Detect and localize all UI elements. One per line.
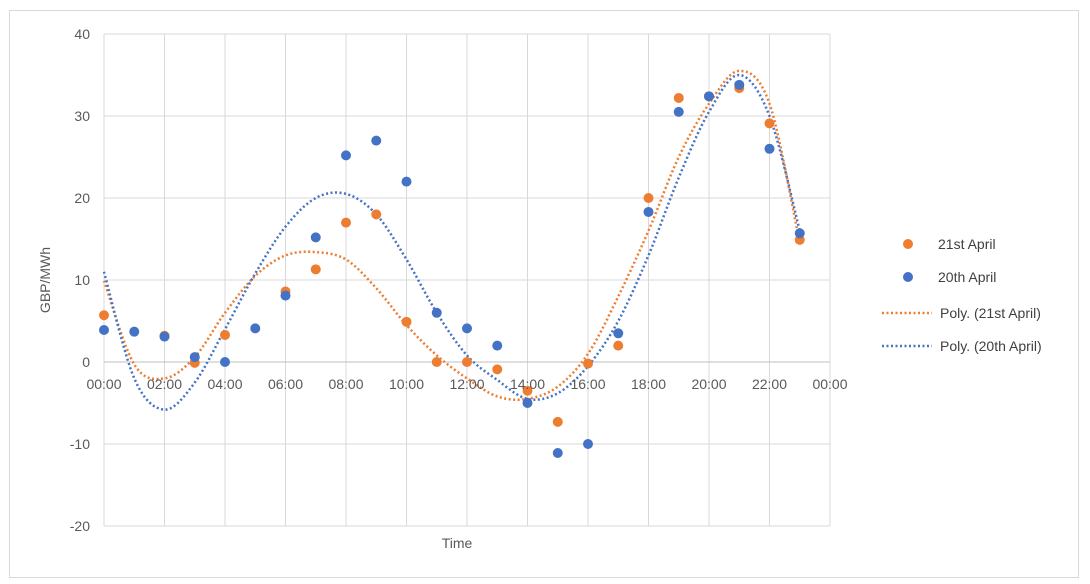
- legend-marker: [903, 239, 913, 249]
- y-tick-label: 0: [82, 354, 90, 370]
- y-tick-label: 20: [74, 190, 90, 206]
- y-tick-labels: -20 -10 0 10 20 30 40: [70, 26, 90, 534]
- x-tick-label: 00:00: [86, 376, 121, 392]
- x-tick-label: 10:00: [389, 376, 424, 392]
- legend-label: 21st April: [938, 236, 996, 252]
- point-series-0: [431, 357, 442, 367]
- point-series-1: [794, 228, 805, 239]
- trendline-series-3: [102, 73, 802, 411]
- point-series-1: [99, 325, 109, 336]
- point-series-1: [220, 357, 230, 367]
- point-series-1: [552, 448, 563, 459]
- y-tick-label: 10: [74, 272, 90, 288]
- x-tick-label: 20:00: [691, 376, 726, 392]
- trendlines: [102, 69, 802, 411]
- point-series-0: [341, 217, 351, 228]
- x-tick-label: 04:00: [207, 376, 242, 392]
- point-series-0: [673, 92, 684, 103]
- y-tick-label: 30: [74, 108, 90, 124]
- point-series-1: [643, 206, 654, 217]
- x-tick-label: 22:00: [752, 376, 787, 392]
- point-series-1: [129, 326, 140, 337]
- point-series-1: [583, 439, 593, 449]
- y-axis-title: GBP/MWh: [37, 247, 53, 313]
- point-series-0: [522, 385, 533, 396]
- point-series-1: [673, 106, 684, 117]
- x-tick-label: 18:00: [631, 376, 666, 392]
- point-series-1: [613, 328, 624, 339]
- point-series-0: [764, 118, 775, 129]
- point-series-1: [734, 79, 745, 90]
- point-series-0: [492, 364, 503, 375]
- point-series-1: [704, 91, 714, 102]
- point-series-0: [613, 340, 624, 351]
- grid-lines: [103, 33, 831, 527]
- x-tick-label: 02:00: [147, 376, 182, 392]
- point-series-0: [643, 193, 654, 203]
- x-tick-label: 00:00: [812, 376, 847, 392]
- point-series-0: [401, 316, 412, 327]
- point-series-1: [341, 150, 351, 161]
- y-tick-label: -10: [70, 436, 90, 452]
- point-series-0: [220, 329, 230, 340]
- point-series-0: [310, 264, 321, 275]
- x-tick-labels: 00:00 02:00 04:00 06:00 08:00 10:00 12:00 14:00…: [86, 376, 847, 392]
- point-series-1: [462, 323, 472, 334]
- y-tick-label: -20: [70, 518, 90, 534]
- point-series-1: [310, 232, 321, 243]
- x-tick-label: 06:00: [268, 376, 303, 392]
- point-series-1: [189, 352, 200, 363]
- point-series-1: [431, 307, 442, 318]
- x-tick-label: 12:00: [449, 376, 484, 392]
- trendline-series-2: [102, 69, 802, 401]
- point-series-1: [250, 323, 261, 334]
- point-series-1: [371, 135, 382, 146]
- x-tick-label: 16:00: [570, 376, 605, 392]
- point-series-0: [583, 358, 593, 369]
- y-tick-label: 40: [74, 26, 90, 42]
- x-axis-title: Time: [442, 535, 473, 551]
- chart-frame: -20 -10 0 10 20 30 40 00:00 02:00 04:00 06:00 08:0…: [9, 10, 1079, 578]
- point-series-1: [280, 290, 291, 301]
- data-points: [99, 79, 805, 459]
- chart-canvas: -20 -10 0 10 20 30 40 00:00 02:00 04:00 06:00 08:0…: [37, 26, 1042, 551]
- point-series-1: [764, 143, 775, 154]
- point-series-1: [492, 340, 503, 351]
- legend-label: Poly. (21st April): [940, 305, 1041, 321]
- point-series-0: [99, 310, 109, 321]
- point-series-1: [522, 398, 533, 408]
- point-series-1: [401, 176, 412, 187]
- point-series-0: [462, 357, 472, 367]
- x-tick-label: 08:00: [328, 376, 363, 392]
- point-series-0: [552, 416, 563, 427]
- legend-label: Poly. (20th April): [940, 338, 1042, 354]
- legend-marker: [903, 272, 913, 282]
- legend: 21st April 20th April Poly. (21st April) Po…: [882, 236, 1042, 354]
- point-series-1: [159, 331, 170, 342]
- point-series-0: [371, 209, 382, 220]
- legend-label: 20th April: [938, 269, 996, 285]
- x-tick-label: 14:00: [510, 376, 545, 392]
